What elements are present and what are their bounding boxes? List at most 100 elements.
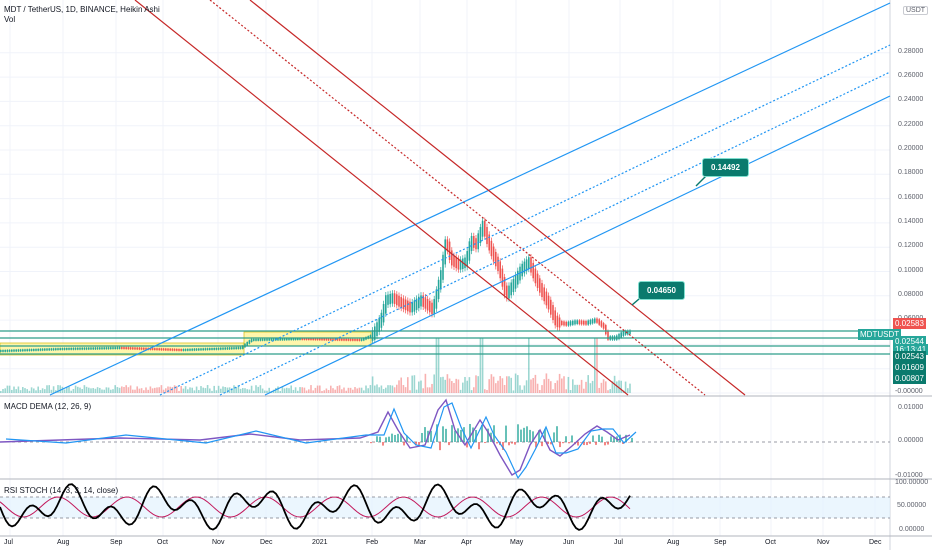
volume-bar	[19, 390, 22, 393]
macd-histogram	[385, 437, 387, 442]
volume-bar	[297, 390, 299, 393]
volume-bar	[620, 380, 622, 393]
candle	[308, 338, 310, 341]
volume-bar	[561, 378, 563, 393]
volume-bar	[393, 387, 396, 393]
candle	[283, 338, 286, 341]
volume-bar	[457, 379, 460, 393]
candle	[367, 336, 369, 339]
price-tick: 0.12000	[898, 242, 924, 250]
volume-bar	[580, 379, 583, 393]
candle	[41, 348, 44, 351]
stoch-label[interactable]: RSI STOCH (14, 3, 3, 14, close)	[4, 486, 119, 495]
time-label: Mar	[414, 539, 427, 546]
candle	[77, 347, 79, 350]
candle	[270, 338, 273, 341]
volume-bar	[123, 386, 125, 393]
volume-bar	[554, 383, 556, 393]
volume-bar	[363, 390, 365, 393]
volume-bar	[382, 389, 385, 393]
candle	[255, 338, 257, 341]
candle	[195, 348, 198, 351]
volume-bar	[96, 387, 99, 393]
horizontal-levels[interactable]	[0, 330, 890, 355]
candle	[332, 338, 334, 341]
candle	[129, 347, 132, 350]
macd-histogram	[460, 429, 462, 442]
volume-bar	[345, 390, 347, 393]
candle	[277, 338, 279, 341]
candle	[358, 339, 361, 341]
macd-label[interactable]: MACD DEMA (12, 26, 9)	[4, 402, 92, 411]
candle	[288, 338, 290, 341]
candle	[11, 349, 13, 352]
candle	[462, 258, 464, 270]
price-callout[interactable]: 0.04650	[638, 281, 685, 300]
macd-histogram	[535, 442, 537, 448]
volume-bar	[415, 389, 418, 393]
price-callout[interactable]: 0.14492	[702, 158, 749, 177]
macd-histogram	[544, 429, 546, 442]
candle	[22, 349, 24, 352]
volume-bar	[248, 389, 251, 393]
volume-bar	[587, 375, 589, 393]
candle	[215, 347, 218, 350]
candle	[418, 296, 420, 309]
volume-bar	[338, 385, 341, 393]
volume-bar	[314, 387, 317, 393]
candle	[85, 347, 88, 350]
currency-button[interactable]: USDT	[903, 6, 929, 15]
candle	[26, 349, 28, 352]
candle	[59, 348, 61, 350]
volume-bar	[444, 379, 446, 393]
candle	[50, 348, 53, 351]
volume-bar	[107, 387, 110, 393]
candle	[198, 348, 200, 351]
volume-bar	[151, 388, 154, 393]
symbol-title[interactable]: MDT / TetherUS, 1D, BINANCE, Heikin Ashi	[4, 5, 160, 14]
volume-bar	[255, 385, 257, 393]
volume-bar	[217, 385, 220, 393]
candle	[354, 338, 356, 341]
volume-bar	[167, 386, 169, 393]
volume-bar	[543, 379, 545, 393]
candle	[508, 285, 510, 299]
volume-bar	[420, 380, 422, 393]
volume-bar	[312, 390, 314, 393]
volume-bar	[143, 390, 145, 393]
candle	[312, 338, 314, 341]
macd-histogram	[370, 442, 372, 444]
volume-bar	[24, 388, 26, 393]
time-label: Oct	[765, 539, 776, 546]
volume-bar	[114, 385, 116, 393]
volume-bar	[288, 388, 290, 393]
volume-label[interactable]: Vol	[4, 15, 16, 24]
candle	[224, 347, 226, 350]
volume-bar	[26, 389, 28, 393]
candle	[121, 347, 123, 349]
candle	[547, 295, 550, 310]
volume-bar	[481, 338, 484, 393]
volume-bar	[228, 387, 231, 393]
panel-separators[interactable]	[0, 395, 932, 537]
macd-histogram	[517, 424, 519, 442]
volume-bar	[385, 387, 387, 393]
volume-bar	[336, 386, 339, 393]
trend-line	[209, 0, 706, 396]
trend-line	[49, 2, 891, 396]
candle	[486, 227, 488, 245]
chart-grid	[0, 0, 891, 550]
candle	[290, 338, 292, 341]
candle	[114, 347, 116, 350]
candle	[327, 338, 330, 341]
candle	[409, 301, 411, 313]
candle	[112, 347, 114, 350]
trend-channels[interactable]	[49, 0, 891, 396]
volume-bar	[162, 389, 165, 393]
volume-bar	[431, 383, 433, 393]
volume-bar	[453, 382, 455, 393]
volume-bar	[541, 385, 543, 393]
volume-bar	[250, 385, 253, 393]
macd-tick: 0.01000	[898, 404, 924, 411]
